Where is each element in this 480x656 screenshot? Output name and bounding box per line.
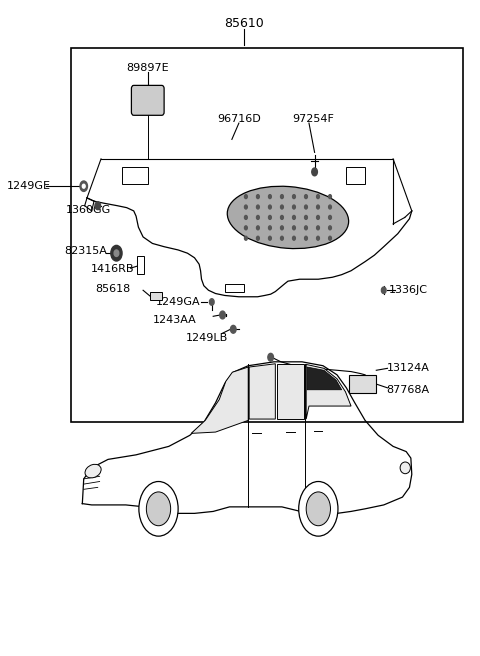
Circle shape: [268, 226, 271, 230]
Circle shape: [244, 215, 247, 219]
Text: 1360GG: 1360GG: [66, 205, 111, 215]
Circle shape: [244, 226, 247, 230]
Circle shape: [256, 205, 259, 209]
Circle shape: [329, 215, 331, 219]
Circle shape: [305, 236, 307, 240]
Circle shape: [95, 202, 100, 210]
Circle shape: [268, 236, 271, 240]
Circle shape: [317, 205, 319, 209]
Text: 1416RB: 1416RB: [91, 264, 134, 274]
Circle shape: [299, 482, 338, 536]
Circle shape: [111, 245, 122, 261]
Circle shape: [139, 482, 178, 536]
Bar: [71, 49, 463, 422]
Circle shape: [317, 236, 319, 240]
Text: 1249GE: 1249GE: [7, 181, 50, 191]
Circle shape: [317, 215, 319, 219]
Circle shape: [268, 195, 271, 199]
Ellipse shape: [227, 186, 348, 249]
Text: 96716D: 96716D: [217, 113, 261, 123]
Ellipse shape: [400, 462, 410, 474]
Circle shape: [268, 215, 271, 219]
Text: 87768A: 87768A: [386, 385, 430, 395]
Circle shape: [114, 250, 119, 256]
Circle shape: [305, 226, 307, 230]
Circle shape: [230, 325, 236, 333]
Circle shape: [317, 195, 319, 199]
Circle shape: [268, 354, 274, 361]
Circle shape: [317, 226, 319, 230]
Circle shape: [280, 226, 283, 230]
Circle shape: [382, 287, 386, 293]
Text: 1336JC: 1336JC: [388, 285, 428, 295]
Text: 1243AA: 1243AA: [153, 315, 196, 325]
Polygon shape: [306, 365, 351, 419]
Circle shape: [80, 181, 87, 192]
Circle shape: [306, 492, 331, 525]
Bar: [348, 375, 376, 393]
Circle shape: [268, 205, 271, 209]
Circle shape: [146, 492, 171, 525]
Circle shape: [280, 195, 283, 199]
Circle shape: [293, 205, 295, 209]
Text: 13124A: 13124A: [386, 363, 430, 373]
Text: 85618: 85618: [95, 284, 131, 294]
Text: 85610: 85610: [224, 17, 264, 30]
Text: 1249GA: 1249GA: [156, 297, 201, 307]
Circle shape: [329, 205, 331, 209]
Circle shape: [305, 195, 307, 199]
FancyBboxPatch shape: [132, 85, 164, 115]
Polygon shape: [249, 364, 276, 419]
Ellipse shape: [85, 464, 101, 478]
Text: 97254F: 97254F: [293, 113, 335, 123]
Circle shape: [256, 226, 259, 230]
Circle shape: [293, 195, 295, 199]
Text: 82315A: 82315A: [64, 246, 107, 256]
Circle shape: [256, 195, 259, 199]
Circle shape: [305, 215, 307, 219]
Circle shape: [293, 226, 295, 230]
Circle shape: [305, 205, 307, 209]
Circle shape: [256, 215, 259, 219]
Circle shape: [209, 298, 214, 305]
Polygon shape: [150, 292, 162, 300]
Circle shape: [220, 311, 225, 319]
Text: 1249LB: 1249LB: [186, 333, 228, 342]
Polygon shape: [191, 367, 248, 434]
Circle shape: [329, 226, 331, 230]
Circle shape: [280, 205, 283, 209]
Circle shape: [244, 236, 247, 240]
Circle shape: [329, 195, 331, 199]
Circle shape: [312, 168, 317, 176]
Circle shape: [244, 195, 247, 199]
Circle shape: [280, 215, 283, 219]
Circle shape: [329, 236, 331, 240]
Circle shape: [293, 236, 295, 240]
Circle shape: [256, 236, 259, 240]
Circle shape: [244, 205, 247, 209]
Polygon shape: [277, 364, 304, 419]
Circle shape: [280, 236, 283, 240]
Circle shape: [83, 184, 85, 188]
Circle shape: [293, 215, 295, 219]
Bar: [137, 256, 144, 274]
Text: 89897E: 89897E: [126, 63, 169, 73]
Polygon shape: [307, 367, 342, 390]
